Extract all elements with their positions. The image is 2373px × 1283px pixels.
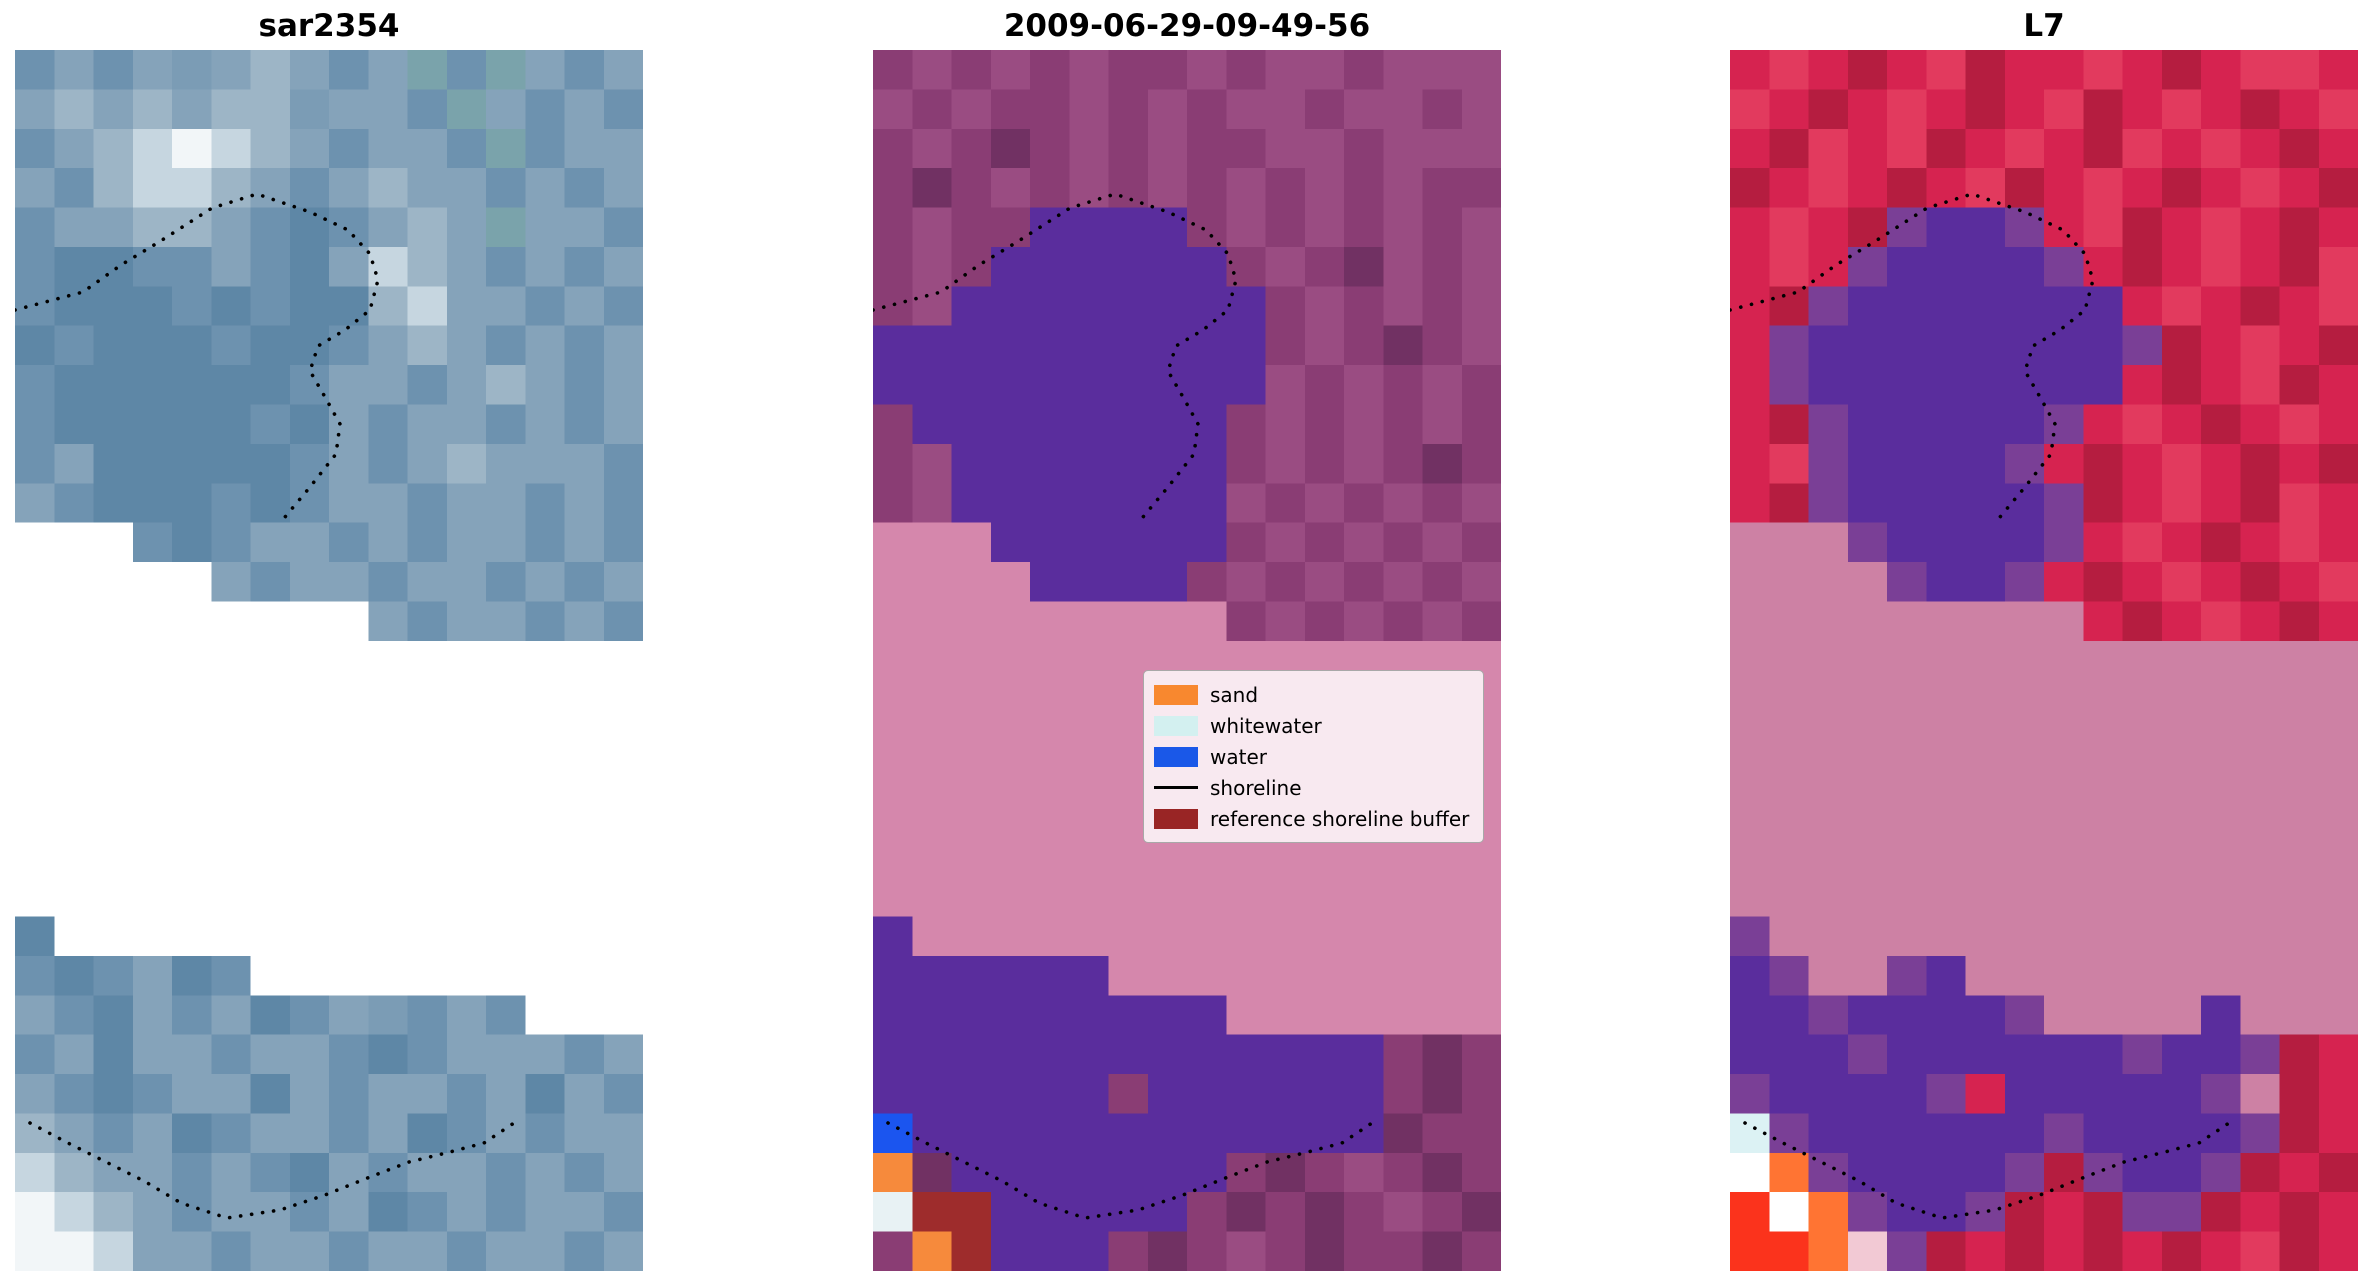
panel-title-l7: L7 [2023, 8, 2065, 44]
legend-row-water: water [1154, 743, 1469, 770]
classified-image [873, 50, 1501, 1271]
l7-image [1730, 50, 2358, 1271]
shoreline-line-icon [1154, 786, 1198, 789]
legend-label-whitewater: whitewater [1210, 713, 1322, 738]
legend-row-reference-buffer: reference shoreline buffer [1154, 805, 1469, 832]
legend-row-sand: sand [1154, 681, 1469, 708]
legend-row-shoreline: shoreline [1154, 774, 1469, 801]
sand-swatch-icon [1154, 684, 1198, 705]
water-swatch-icon [1154, 746, 1198, 767]
sar-image [15, 50, 643, 1271]
panel-sar2354: sar2354 [15, 8, 643, 1271]
whitewater-swatch-icon [1154, 715, 1198, 736]
legend-label-reference-buffer: reference shoreline buffer [1210, 806, 1470, 831]
legend-label-sand: sand [1210, 682, 1259, 707]
legend-row-whitewater: whitewater [1154, 712, 1469, 739]
panel-classified: 2009-06-29-09-49-56 [873, 8, 1501, 1271]
panel-title-sar2354: sar2354 [258, 8, 400, 44]
panel-title-date: 2009-06-29-09-49-56 [1003, 8, 1371, 44]
legend-label-water: water [1210, 744, 1267, 769]
reference-buffer-swatch-icon [1154, 808, 1198, 829]
panel-l7: L7 [1730, 8, 2358, 1271]
legend-label-shoreline: shoreline [1210, 775, 1302, 800]
legend: sand whitewater water shoreline referenc… [1143, 670, 1485, 843]
